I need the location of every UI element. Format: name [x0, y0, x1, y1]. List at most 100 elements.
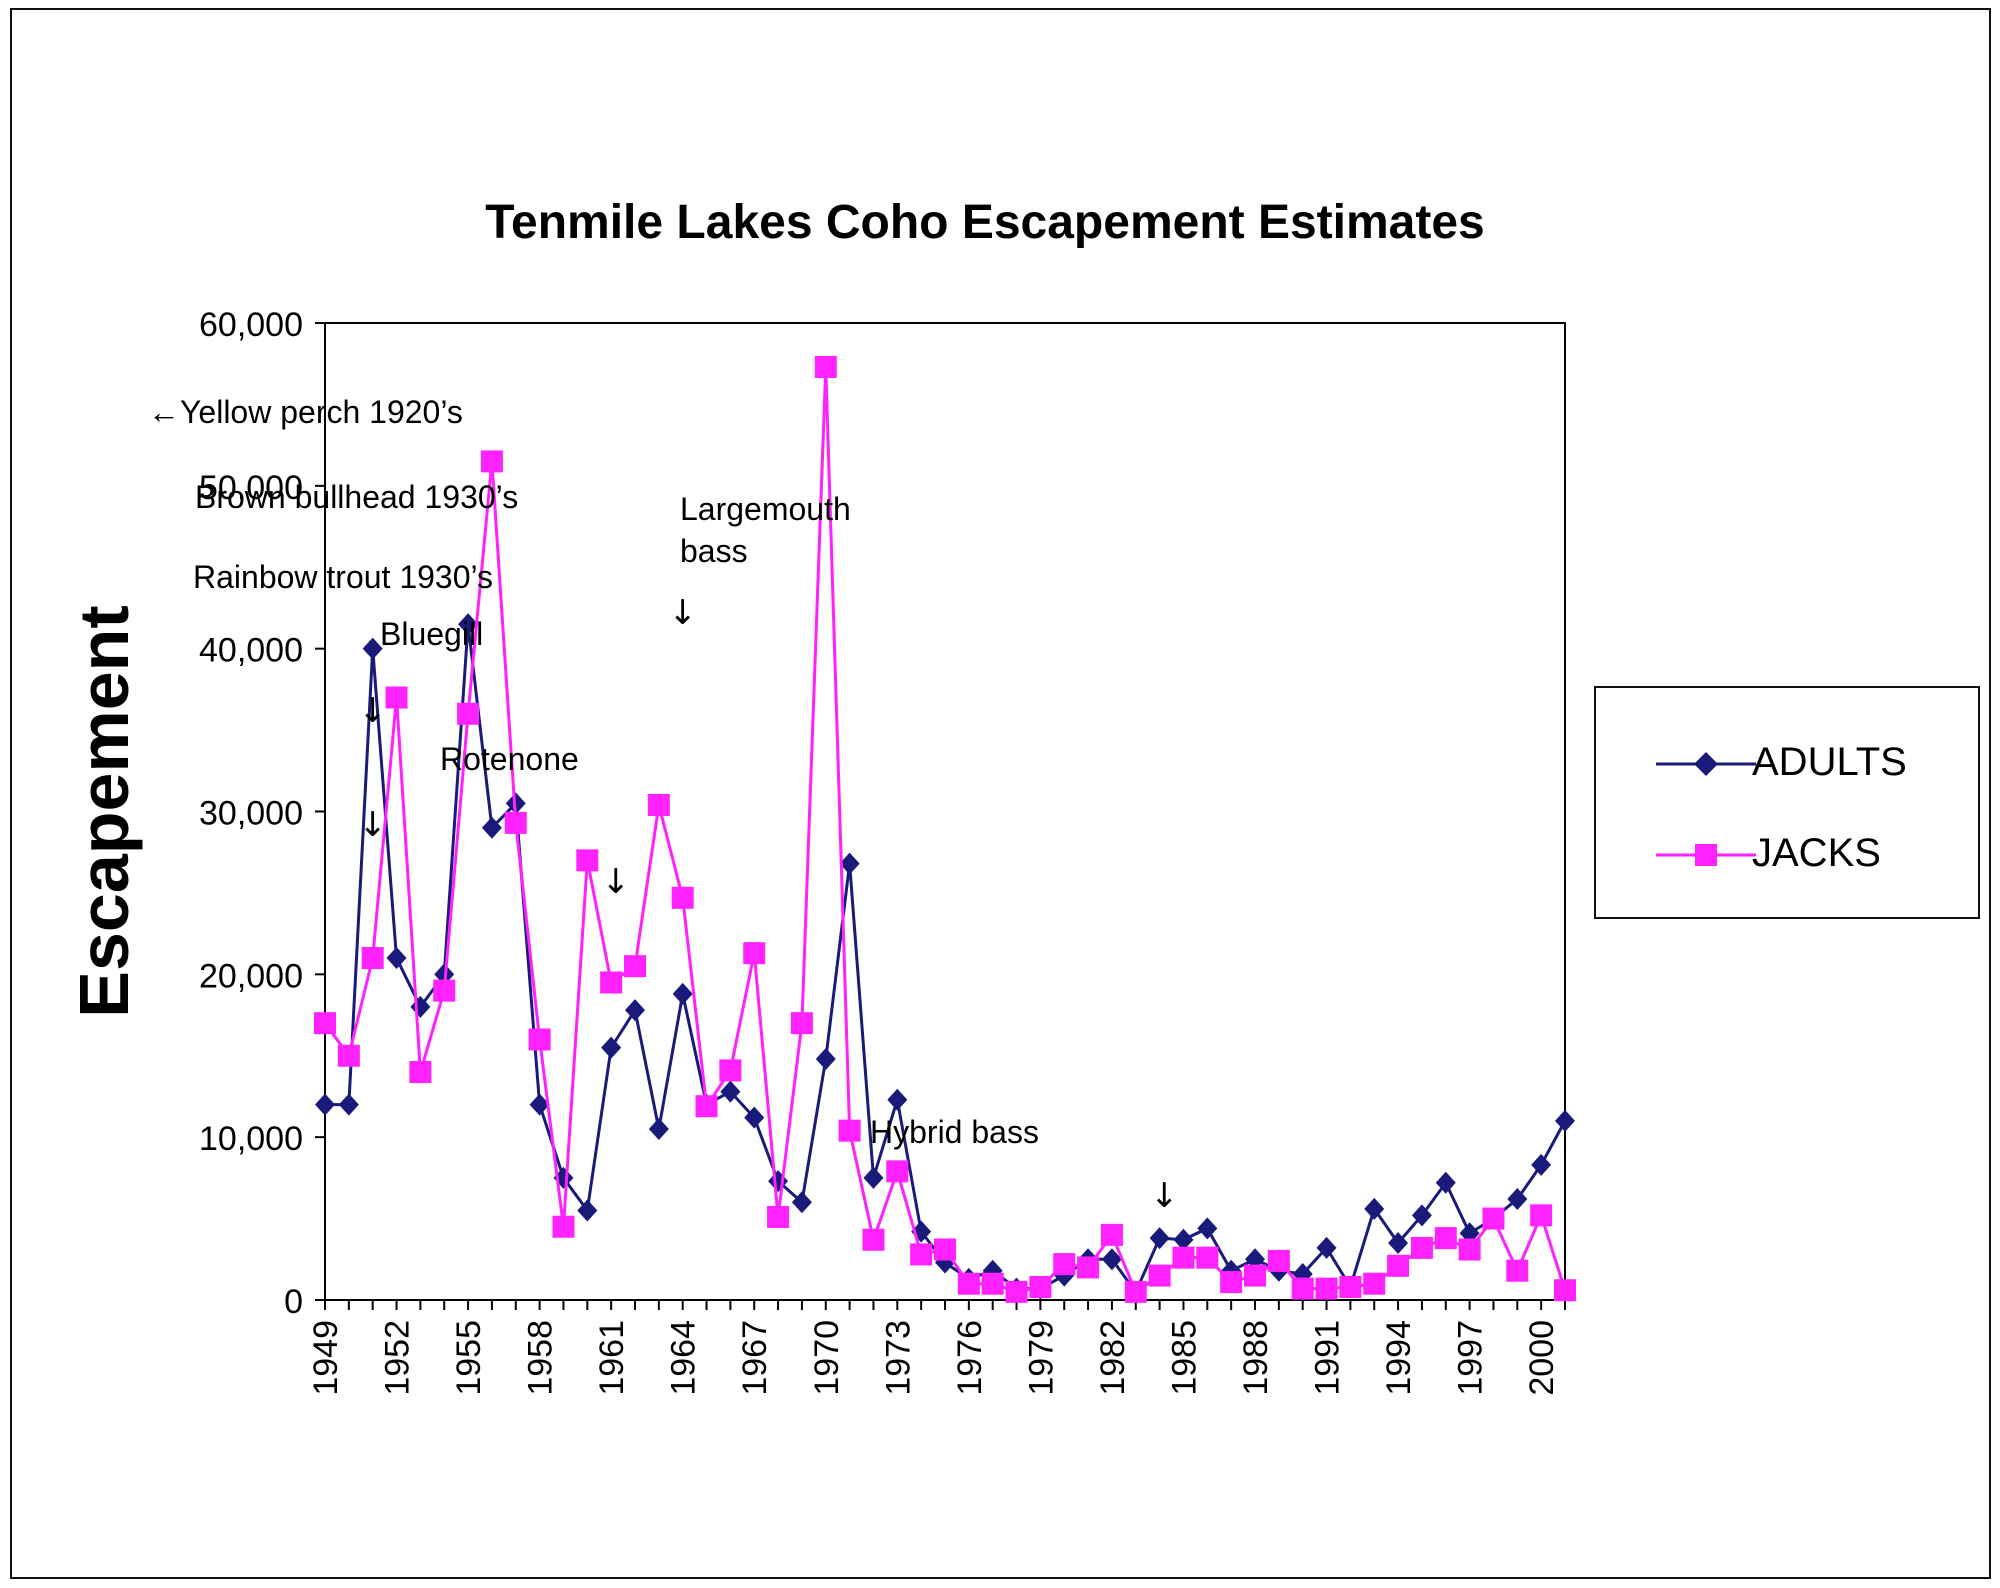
data-point-jacks [910, 1243, 933, 1266]
data-point-adults [863, 1166, 884, 1189]
y-tick-label: 60,000 [199, 306, 303, 344]
data-point-jacks [504, 811, 527, 834]
annotation-arrow: ↓ [1150, 1176, 1179, 1216]
legend-item-jacks: JACKS [1596, 815, 1978, 895]
data-point-jacks [600, 971, 623, 994]
annotation-arrow: ↓ [602, 862, 631, 902]
data-point-jacks [1220, 1271, 1243, 1294]
annotation-label: Rotenone [440, 741, 579, 777]
data-point-jacks [1387, 1254, 1410, 1277]
data-point-jacks [1148, 1264, 1171, 1287]
data-point-jacks [528, 1028, 551, 1051]
x-tick-label: 1988 [1237, 1320, 1275, 1396]
data-point-jacks [647, 793, 670, 816]
data-point-jacks [409, 1061, 432, 1084]
annotation-label: Hybrid bass [870, 1114, 1039, 1150]
data-point-jacks [862, 1228, 885, 1251]
x-tick-label: 1991 [1309, 1320, 1347, 1396]
annotation-arrow: ↓ [358, 691, 387, 731]
data-point-jacks [1363, 1272, 1386, 1295]
annotation-label: bass [680, 533, 748, 569]
data-point-adults [362, 637, 383, 660]
data-point-jacks [1005, 1280, 1028, 1303]
data-point-jacks [981, 1272, 1004, 1295]
annotation-label: Bluegill [380, 616, 483, 652]
y-tick-label: 50,000 [199, 469, 303, 507]
y-tick-label: 30,000 [199, 795, 303, 833]
data-point-jacks [576, 849, 599, 872]
legend-label-jacks: JACKS [1752, 831, 1881, 875]
data-point-jacks [314, 1012, 336, 1035]
x-tick-label: 1964 [665, 1320, 703, 1396]
y-tick-label: 40,000 [199, 632, 303, 670]
data-point-jacks [624, 955, 646, 978]
x-tick-label: 1949 [307, 1320, 345, 1396]
data-point-jacks [1100, 1223, 1123, 1246]
x-tick-label: 1961 [593, 1320, 631, 1396]
data-point-jacks [838, 1119, 861, 1142]
data-point-adults [481, 816, 502, 839]
data-point-adults [1364, 1197, 1385, 1220]
annotation-arrow: ↓ [668, 593, 697, 633]
data-point-jacks [767, 1205, 790, 1228]
annotation-arrow: ↓ [358, 805, 387, 845]
data-point-jacks [1530, 1204, 1553, 1227]
data-point-jacks [1506, 1259, 1529, 1282]
data-point-adults [1411, 1204, 1432, 1227]
annotation-label: Rainbow trout 1930’s [193, 559, 493, 595]
data-point-adults [648, 1118, 669, 1141]
data-point-adults [315, 1093, 335, 1116]
data-point-jacks [957, 1272, 980, 1295]
x-tick-label: 1976 [951, 1320, 989, 1396]
chart-title: Tenmile Lakes Coho Escapement Estimates [485, 196, 1484, 249]
data-point-jacks [1267, 1249, 1290, 1272]
legend-swatch-jacks [1656, 844, 1756, 866]
plot-area [324, 322, 1566, 1301]
data-point-adults [672, 982, 693, 1005]
y-axis-title: Escapement [65, 605, 143, 1017]
x-tick-label: 1967 [736, 1320, 774, 1396]
data-point-jacks [719, 1059, 742, 1082]
data-point-jacks [1315, 1277, 1338, 1300]
data-point-jacks [934, 1238, 956, 1261]
data-point-jacks [743, 942, 766, 965]
x-tick-label: 1982 [1094, 1320, 1132, 1396]
data-point-adults [1531, 1153, 1552, 1176]
data-point-adults [1149, 1227, 1170, 1250]
data-point-jacks [1339, 1275, 1362, 1298]
data-point-adults [577, 1199, 598, 1222]
legend-swatch-adults [1656, 752, 1756, 776]
x-tick-label: 1952 [379, 1320, 417, 1396]
data-point-jacks [695, 1095, 718, 1118]
data-point-jacks [1172, 1246, 1195, 1269]
data-point-adults [529, 1093, 550, 1116]
data-point-adults [1555, 1109, 1575, 1132]
data-point-jacks [1244, 1264, 1266, 1287]
data-point-adults [720, 1080, 741, 1103]
data-point-adults [601, 1036, 622, 1059]
x-tick-label: 2000 [1523, 1320, 1561, 1396]
annotation-label: Brown bullhead 1930’s [195, 479, 518, 515]
x-tick-label: 1997 [1452, 1320, 1490, 1396]
data-point-jacks [480, 450, 503, 473]
data-point-jacks [814, 355, 837, 378]
data-point-adults [1507, 1188, 1528, 1211]
x-tick-label: 1979 [1022, 1320, 1060, 1396]
series-line-adults [325, 624, 1567, 1295]
data-point-jacks [457, 702, 480, 725]
data-point-adults [1435, 1171, 1456, 1194]
chart-frame [10, 8, 1991, 1579]
data-point-jacks [1410, 1236, 1433, 1259]
data-point-jacks [1196, 1246, 1219, 1269]
data-point-jacks [361, 947, 384, 970]
data-point-adults [1316, 1236, 1337, 1259]
data-point-jacks [1124, 1280, 1147, 1303]
data-point-jacks [552, 1215, 575, 1238]
data-point-adults [815, 1048, 836, 1071]
data-point-jacks [1434, 1227, 1457, 1250]
data-point-jacks [1554, 1279, 1576, 1302]
y-tick-label: 10,000 [199, 1120, 303, 1158]
data-point-adults [625, 999, 645, 1022]
data-point-jacks [671, 886, 694, 909]
